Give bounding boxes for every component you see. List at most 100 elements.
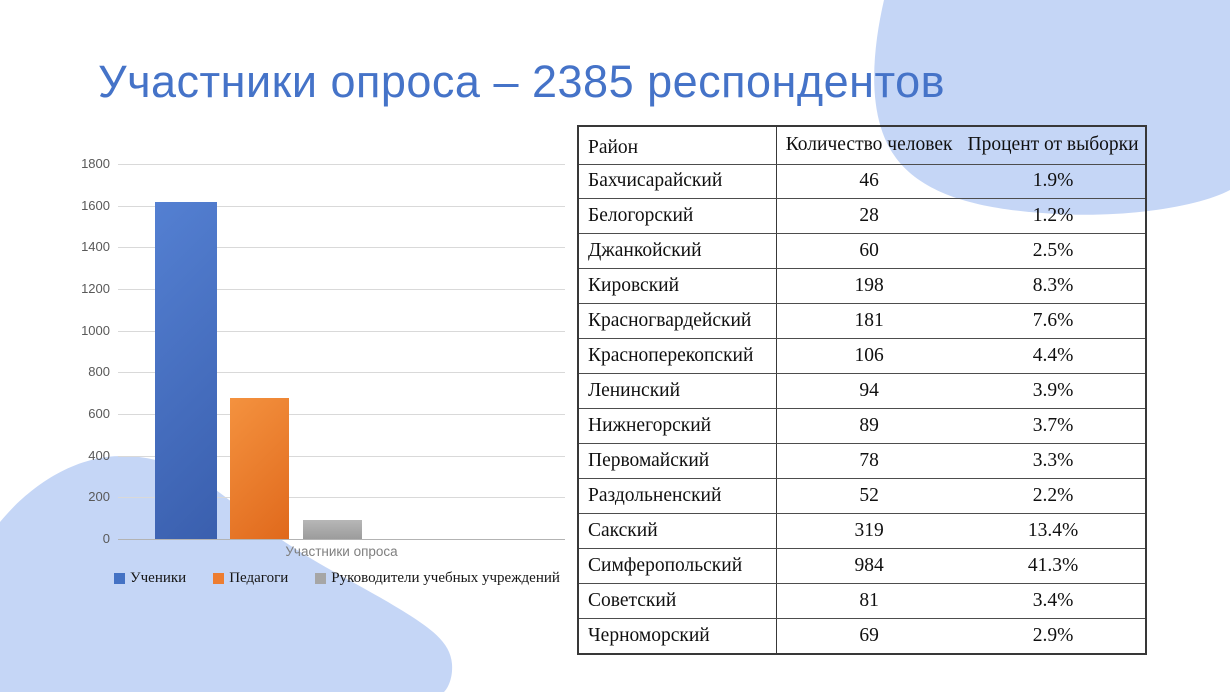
table-cell-percent: 41.3% bbox=[961, 548, 1146, 584]
table-cell-district: Красногвардейский bbox=[578, 303, 778, 340]
gridline bbox=[118, 455, 565, 457]
table-body: Бахчисарайский 46 1.9% Белогорский 28 1.2% Джа… bbox=[578, 164, 1146, 655]
y-axis-tick-label: 400 bbox=[88, 447, 110, 463]
legend-item: Руководители учебных учреждений bbox=[315, 570, 560, 587]
y-axis-tick-label: 600 bbox=[88, 406, 110, 421]
table-cell-district: Первомайский bbox=[578, 443, 778, 479]
table-header-cell: Район bbox=[578, 126, 778, 165]
table-cell-district: Черноморский bbox=[578, 618, 778, 655]
table-cell-percent: 3.9% bbox=[961, 373, 1146, 410]
gridline bbox=[118, 164, 565, 165]
table-header: Район Количество человек Процент от выборк… bbox=[578, 126, 1146, 165]
y-axis-tick-label: 1200 bbox=[81, 281, 110, 296]
table-header-cell: Процент от выборки bbox=[961, 126, 1146, 165]
table-row: Красногвардейский 181 7.6% bbox=[578, 303, 1146, 340]
table-row: Бахчисарайский 46 1.9% bbox=[578, 164, 1146, 200]
table-cell-count: 198 bbox=[776, 268, 962, 305]
legend-label: Руководители учебных учреждений bbox=[331, 570, 560, 586]
table-row: Черноморский 69 2.9% bbox=[578, 618, 1146, 655]
table-cell-percent: 7.6% bbox=[961, 303, 1146, 340]
legend-item: Педагоги bbox=[213, 570, 288, 587]
bar-chart: 0 200 400 600 800 1000 1200 1400 1600 1800 Участн… bbox=[70, 150, 580, 620]
legend-swatch bbox=[114, 573, 125, 584]
table-row: Советский 81 3.4% bbox=[578, 583, 1146, 619]
table-cell-district: Бахчисарайский bbox=[578, 164, 778, 200]
y-axis-tick-label: 0 bbox=[102, 531, 110, 546]
table-row: Красноперекопский 106 4.4% bbox=[578, 338, 1146, 375]
y-axis-tick-label: 1000 bbox=[81, 322, 110, 338]
table-cell-count: 89 bbox=[776, 408, 962, 444]
table-header-cell: Количество человек bbox=[776, 126, 962, 165]
chart-category-label: Участники опроса bbox=[285, 544, 398, 559]
table-cell-percent: 2.5% bbox=[961, 233, 1146, 270]
table-cell-district: Ленинский bbox=[578, 373, 778, 410]
districts-table: Район Количество человек Процент от выборк… bbox=[577, 125, 1147, 655]
table-cell-percent: 3.4% bbox=[961, 583, 1146, 619]
table-cell-count: 81 bbox=[776, 583, 962, 619]
gridline bbox=[118, 289, 565, 290]
y-axis-tick-label: 1400 bbox=[81, 239, 110, 255]
gridline bbox=[118, 205, 565, 207]
table-row: Первомайский 78 3.3% bbox=[578, 443, 1146, 479]
table-cell-percent: 2.9% bbox=[961, 618, 1146, 655]
table-cell-count: 106 bbox=[776, 338, 962, 375]
table-row: Нижнегорский 89 3.7% bbox=[578, 408, 1146, 444]
table-cell-count: 46 bbox=[776, 164, 962, 200]
chart-legend: Ученики Педагоги Руководители учебных учре… bbox=[114, 570, 580, 587]
blob-bottom-left bbox=[0, 456, 453, 692]
table-cell-district: Раздольненский bbox=[578, 478, 778, 514]
table-cell-district: Нижнегорский bbox=[578, 408, 778, 444]
table-cell-count: 60 bbox=[776, 233, 962, 270]
gridline bbox=[118, 539, 565, 540]
table-row: Симферопольский 984 41.3% bbox=[578, 548, 1146, 584]
legend-swatch bbox=[213, 573, 225, 584]
gridline bbox=[118, 372, 565, 374]
legend-label: Педагоги bbox=[229, 570, 289, 586]
table-cell-district: Красноперекопский bbox=[578, 338, 778, 375]
table-cell-district: Симферопольский bbox=[578, 548, 778, 584]
table-cell-count: 78 bbox=[776, 443, 962, 479]
table-cell-count: 69 bbox=[776, 618, 962, 655]
table-cell-district: Советский bbox=[578, 583, 778, 619]
table-cell-count: 52 bbox=[776, 478, 962, 514]
table-cell-percent: 8.3% bbox=[961, 268, 1146, 305]
table-row: Сакский 319 13.4% bbox=[578, 513, 1146, 549]
table-cell-count: 94 bbox=[776, 373, 962, 410]
y-axis-tick-label: 1600 bbox=[81, 197, 110, 213]
y-axis-tick-label: 200 bbox=[88, 489, 110, 505]
bar-2 bbox=[230, 398, 289, 539]
table-row: Кировский 198 8.3% bbox=[578, 268, 1146, 305]
table-cell-district: Кировский bbox=[578, 268, 778, 305]
table-row: Белогорский 28 1.2% bbox=[578, 198, 1146, 235]
table-row: Раздольненский 52 2.2% bbox=[578, 478, 1146, 514]
table-header-row: Район Количество человек Процент от выборк… bbox=[578, 126, 1146, 165]
table-cell-district: Белогорский bbox=[578, 198, 778, 235]
table-cell-district: Джанкойский bbox=[578, 233, 778, 270]
table-cell-count: 181 bbox=[776, 303, 962, 340]
table-cell-percent: 3.7% bbox=[961, 408, 1146, 444]
table-row: Джанкойский 60 2.5% bbox=[578, 233, 1146, 270]
table-cell-percent: 13.4% bbox=[961, 513, 1146, 549]
table-cell-count: 28 bbox=[776, 198, 962, 235]
gridline bbox=[118, 247, 565, 249]
gridline bbox=[118, 414, 565, 415]
table-row: Ленинский 94 3.9% bbox=[578, 373, 1146, 410]
bar-1 bbox=[155, 201, 217, 539]
table-cell-count: 319 bbox=[776, 513, 962, 549]
gridline bbox=[118, 330, 565, 332]
table-cell-percent: 1.2% bbox=[961, 198, 1146, 235]
y-axis-tick-label: 1800 bbox=[81, 156, 110, 171]
table-cell-percent: 4.4% bbox=[961, 338, 1146, 375]
bar-3 bbox=[303, 520, 362, 539]
gridline bbox=[118, 497, 565, 499]
y-axis-tick-label: 800 bbox=[88, 364, 110, 380]
table-cell-percent: 2.2% bbox=[961, 478, 1146, 514]
slide-title: Участники опроса – 2385 респондентов bbox=[98, 56, 946, 107]
table-cell-percent: 3.3% bbox=[961, 443, 1146, 479]
legend-swatch bbox=[315, 573, 327, 584]
table-cell-percent: 1.9% bbox=[961, 164, 1146, 200]
legend-item: Ученики bbox=[114, 570, 186, 587]
table-cell-count: 984 bbox=[776, 548, 962, 584]
legend-label: Ученики bbox=[130, 570, 187, 586]
